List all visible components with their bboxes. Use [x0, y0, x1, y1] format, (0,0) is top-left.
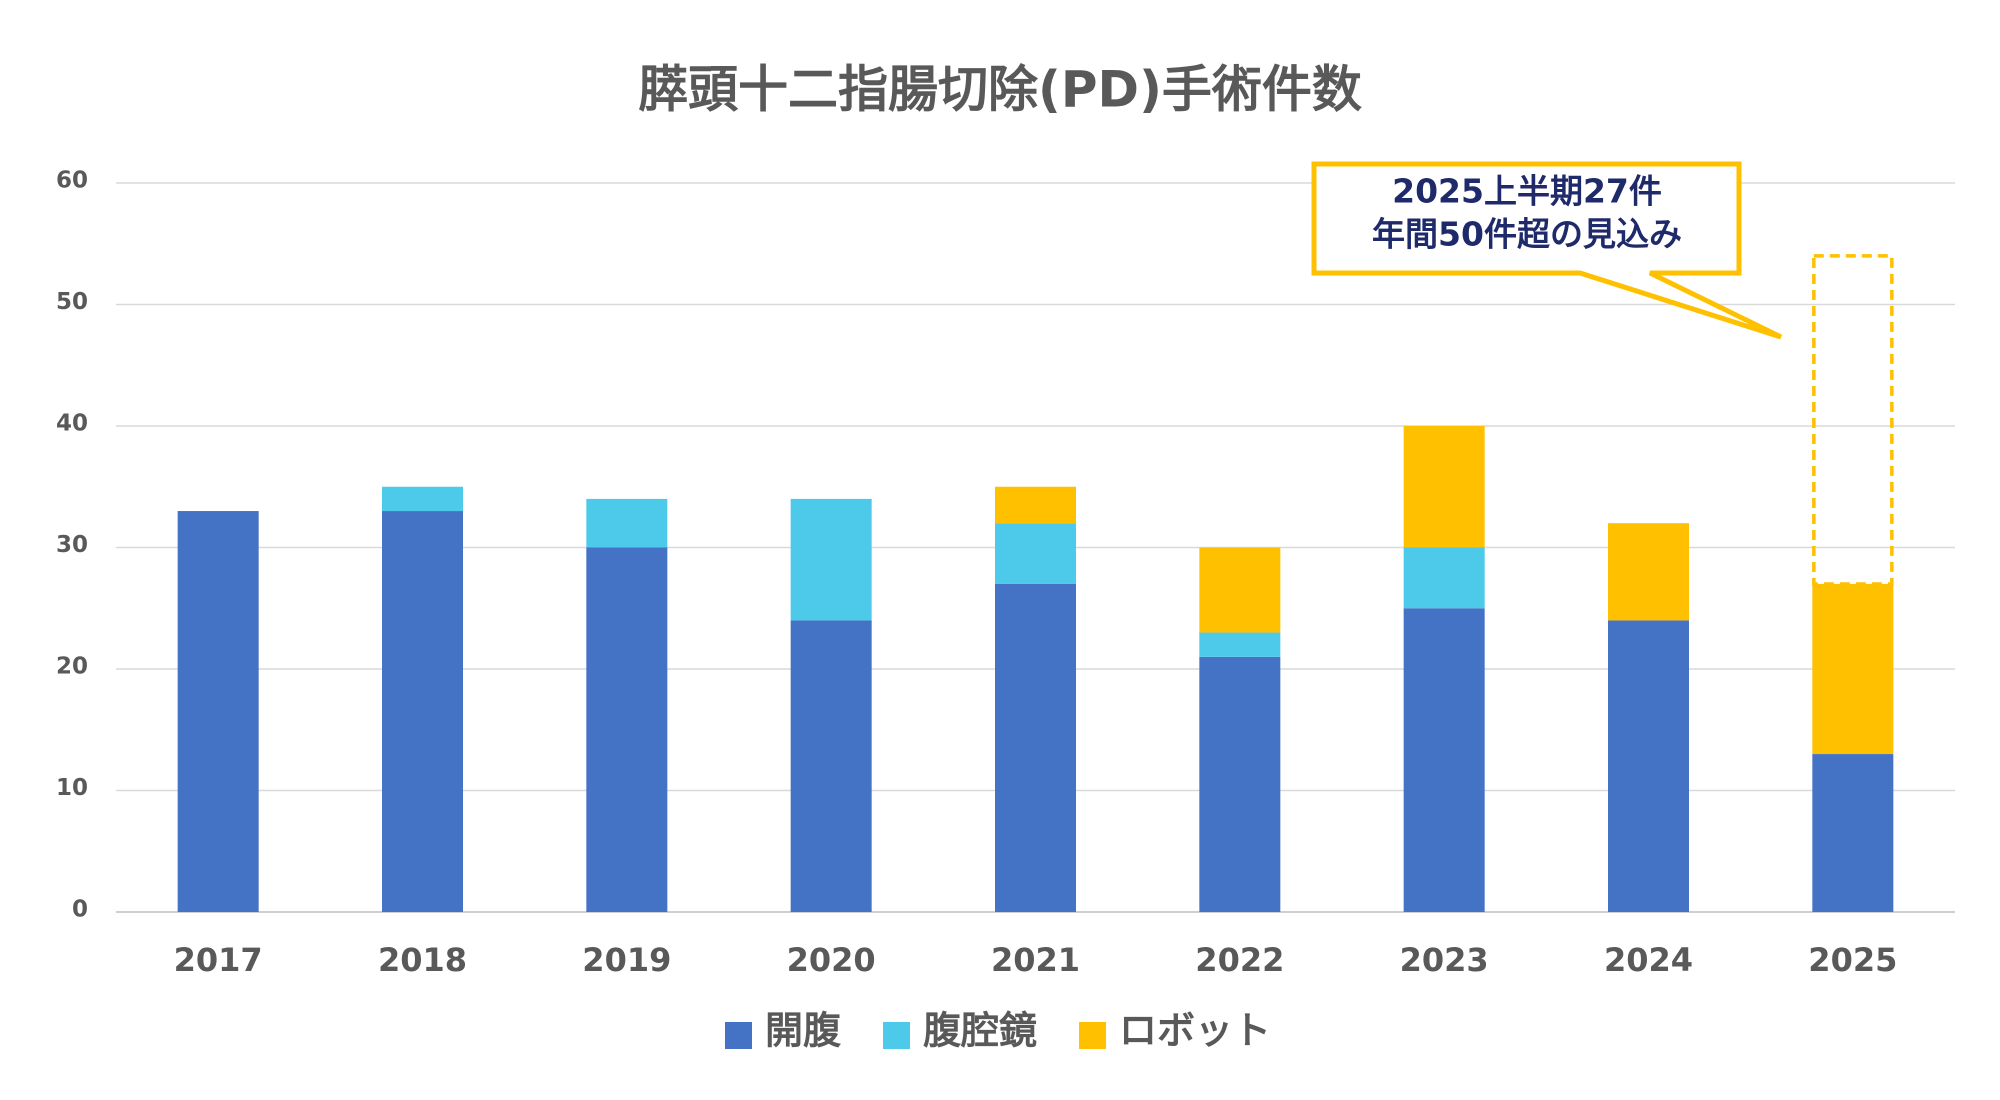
- x-tick-label: 2021: [991, 941, 1080, 979]
- y-tick-label: 30: [56, 532, 88, 558]
- bar-segment: [586, 547, 668, 912]
- legend-label: 開腹: [765, 1009, 842, 1053]
- y-tick-label: 10: [56, 775, 88, 801]
- bar-segment: [1812, 583, 1894, 755]
- bar-segment: [1403, 426, 1485, 548]
- bar-segment: [995, 523, 1076, 584]
- bar-segment: [1608, 620, 1689, 912]
- bar-segment: [995, 583, 1076, 912]
- annotation-text: 2025上半期27件: [1392, 172, 1662, 211]
- y-tick-label: 0: [72, 897, 88, 923]
- legend-swatch: [725, 1022, 752, 1049]
- x-tick-label: 2022: [1195, 941, 1284, 979]
- x-tick-label: 2019: [582, 941, 671, 979]
- bar-segment: [790, 498, 872, 621]
- bar-segment: [1403, 547, 1485, 609]
- x-tick-label: 2024: [1604, 941, 1693, 979]
- x-tick-label: 2025: [1808, 941, 1897, 979]
- bar-segment: [1608, 523, 1689, 621]
- bar-segment: [177, 511, 259, 912]
- x-tick-label: 2023: [1400, 941, 1489, 979]
- bar-segment: [586, 498, 668, 548]
- legend-swatch: [1079, 1022, 1107, 1049]
- legend-swatch: [883, 1022, 911, 1049]
- bar-segment: [1199, 547, 1281, 633]
- x-tick-label: 2017: [174, 941, 263, 979]
- y-tick-label: 20: [56, 654, 88, 680]
- y-tick-label: 60: [56, 168, 88, 194]
- bar-segment: [1199, 656, 1281, 912]
- bar-segment: [995, 486, 1076, 524]
- y-tick-label: 50: [56, 289, 88, 315]
- bar-segment: [1812, 754, 1894, 912]
- bar-segment: [382, 486, 463, 512]
- legend-label: ロボット: [1119, 1009, 1271, 1053]
- bar-segment: [1403, 608, 1485, 912]
- bar-segment: [790, 620, 872, 912]
- annotation-text: 年間50件超の見込み: [1372, 215, 1682, 254]
- x-tick-label: 2020: [787, 941, 876, 979]
- bar-segment: [382, 511, 463, 912]
- bar-segment: [1199, 632, 1281, 657]
- projection-box: [1812, 254, 1894, 586]
- y-tick-label: 40: [56, 411, 88, 437]
- legend-label: 腹腔鏡: [923, 1009, 1037, 1053]
- x-tick-label: 2018: [378, 941, 467, 979]
- chart-title: 膵頭十二指腸切除(PD)手術件数: [638, 61, 1362, 119]
- callout-box: [1311, 161, 1783, 340]
